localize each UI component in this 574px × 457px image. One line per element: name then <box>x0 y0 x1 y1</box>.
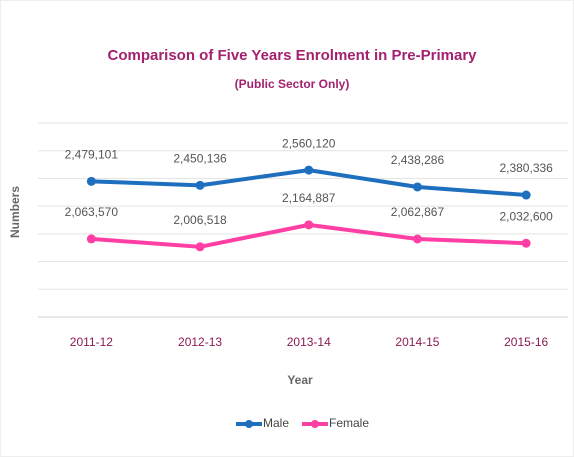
chart-title: Comparison of Five Years Enrolment in Pr… <box>107 47 477 64</box>
point <box>195 242 205 252</box>
point <box>86 176 96 186</box>
x-tick-label: 2011-12 <box>70 335 113 349</box>
data-label: 2,438,286 <box>391 153 445 167</box>
legend-label: Female <box>329 416 369 430</box>
legend-dot <box>311 420 319 428</box>
data-label: 2,032,600 <box>499 209 553 223</box>
data-label: 2,450,136 <box>173 152 227 166</box>
legend-label: Male <box>263 416 289 430</box>
legend-dot <box>245 420 253 428</box>
y-axis-label: Numbers <box>8 186 22 238</box>
x-tick-label: 2013-14 <box>287 335 331 349</box>
data-label: 2,063,570 <box>65 205 119 219</box>
point <box>521 238 531 248</box>
data-label: 2,062,867 <box>391 205 445 219</box>
point <box>304 220 314 230</box>
chart-subtitle: (Public Sector Only) <box>235 77 350 91</box>
data-label: 2,164,887 <box>282 191 336 205</box>
x-tick-label: 2012-13 <box>178 335 222 349</box>
point <box>412 182 422 192</box>
point <box>195 180 205 190</box>
x-tick-label: 2014-15 <box>395 335 439 349</box>
point <box>86 234 96 244</box>
x-axis-label: Year <box>287 373 313 387</box>
data-label: 2,006,518 <box>173 213 227 227</box>
x-tick-label: 2015-16 <box>504 335 548 349</box>
point <box>304 165 314 175</box>
point <box>521 190 531 200</box>
data-label: 2,560,120 <box>282 136 336 150</box>
data-label: 2,380,336 <box>499 161 553 175</box>
point <box>412 234 422 244</box>
data-label: 2,479,101 <box>65 147 119 161</box>
